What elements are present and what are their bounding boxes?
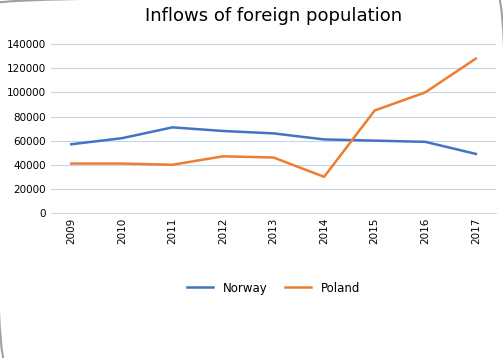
Poland <box>170 163 176 167</box>
Line: Norway: Norway <box>71 127 476 154</box>
Norway <box>271 131 277 136</box>
Norway <box>321 137 327 141</box>
Norway <box>170 125 176 130</box>
Norway <box>422 140 428 144</box>
Poland <box>271 155 277 160</box>
Norway <box>473 152 479 156</box>
Poland <box>321 175 327 179</box>
Norway <box>220 129 226 133</box>
Norway <box>372 139 378 143</box>
Poland <box>68 161 74 166</box>
Norway <box>68 142 74 146</box>
Title: Inflows of foreign population: Inflows of foreign population <box>145 7 402 25</box>
Poland <box>372 108 378 113</box>
Norway <box>119 136 125 140</box>
Line: Poland: Poland <box>71 59 476 177</box>
Poland <box>220 154 226 159</box>
Poland <box>422 90 428 95</box>
Poland <box>119 161 125 166</box>
Legend: Norway, Poland: Norway, Poland <box>183 277 365 299</box>
Poland <box>473 57 479 61</box>
